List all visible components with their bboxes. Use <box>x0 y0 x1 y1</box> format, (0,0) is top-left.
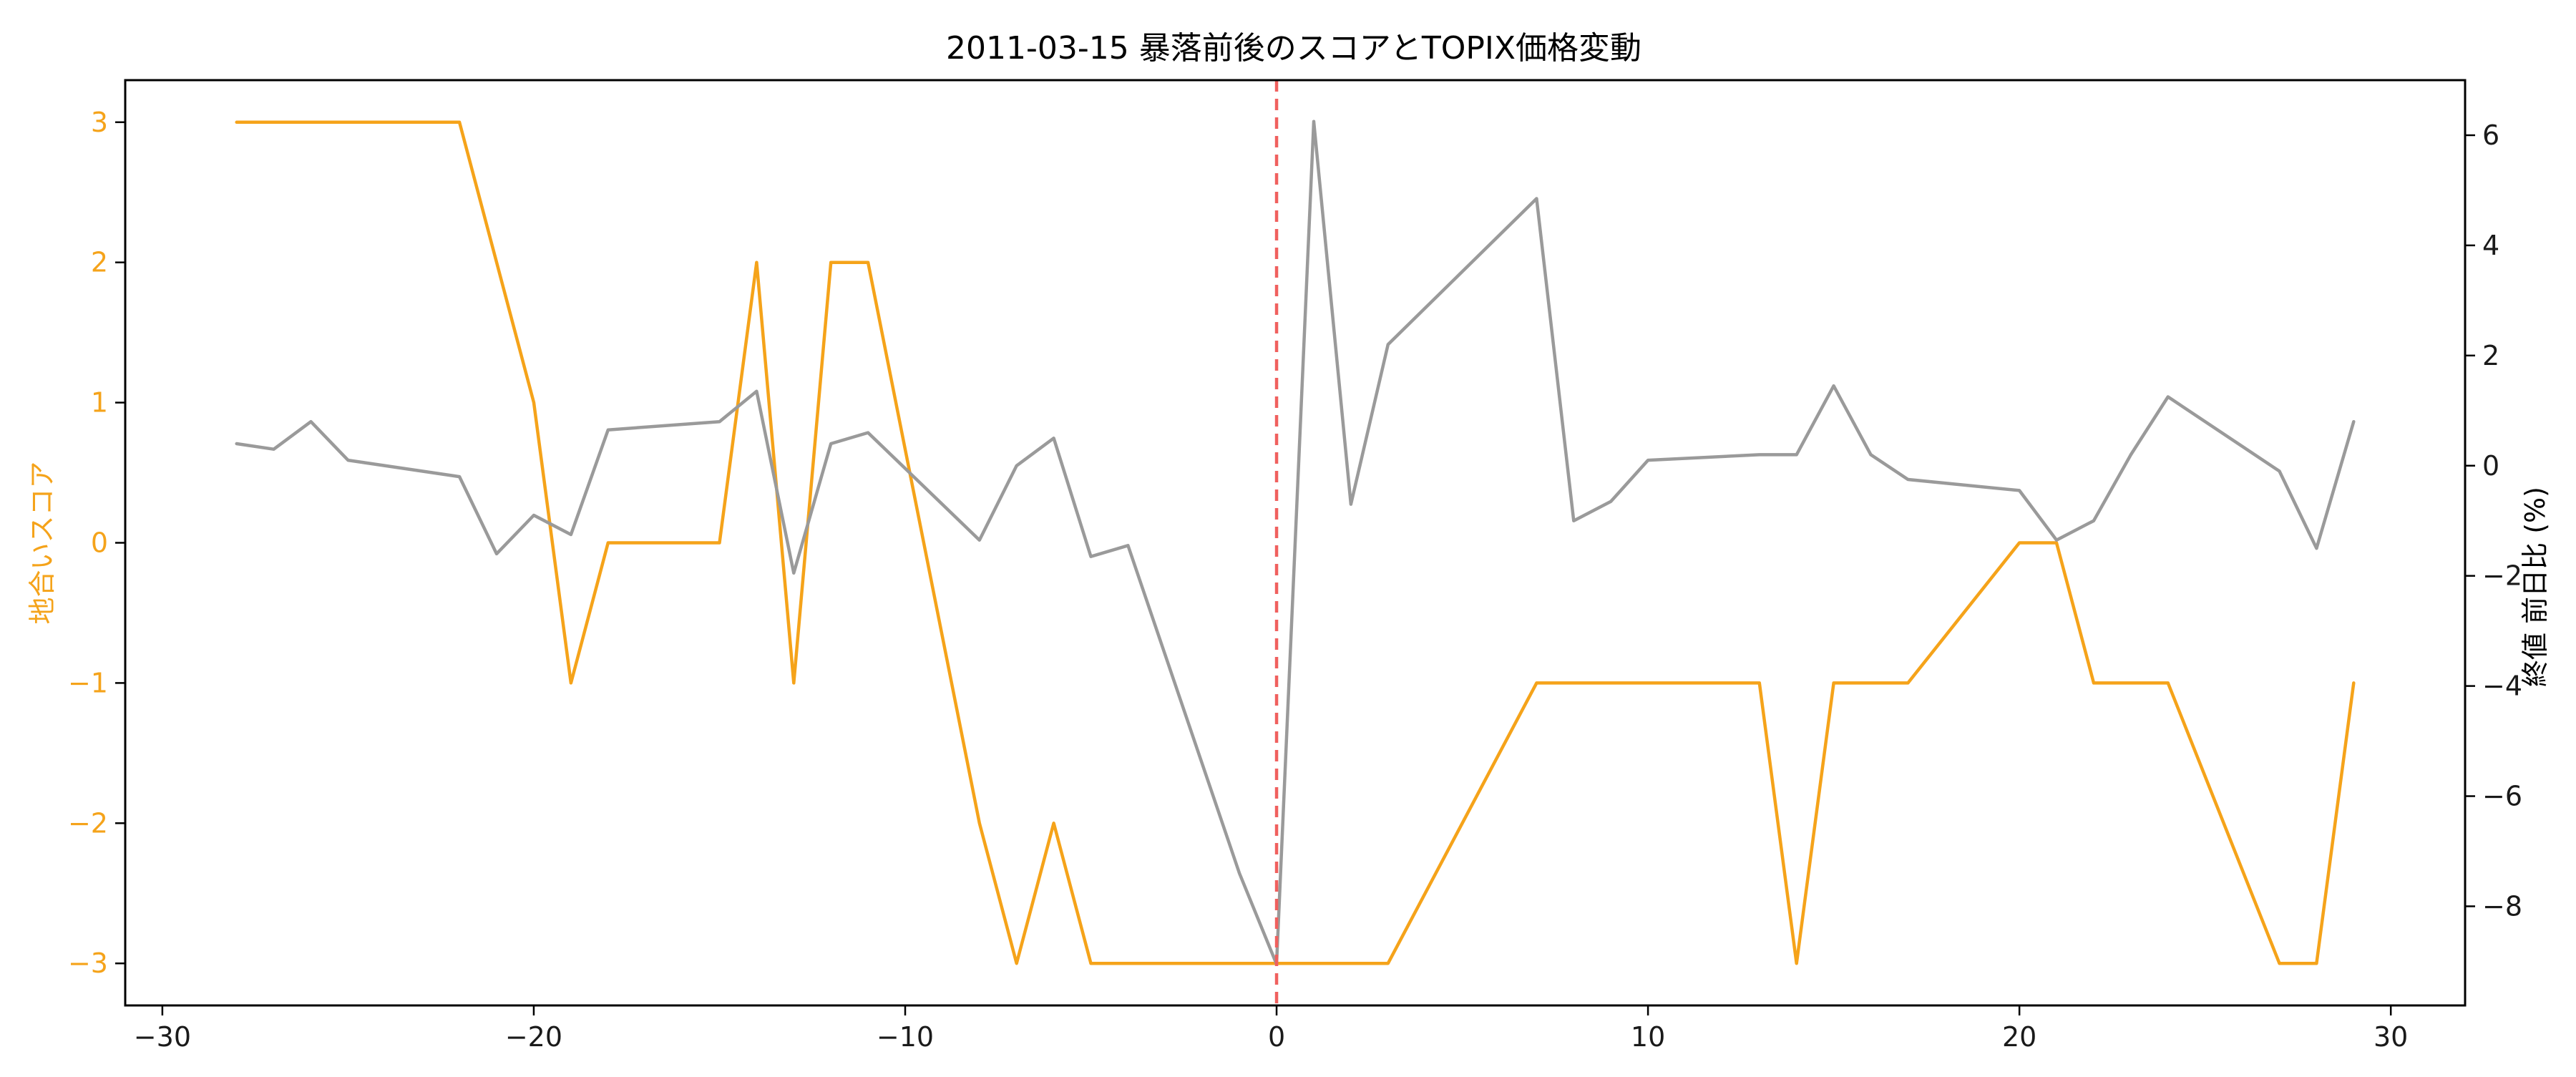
y-tick-label-left: −1 <box>68 667 108 698</box>
y-tick-label-right: −2 <box>2482 560 2522 592</box>
y-axis-label-right: 終値 前日比 (%) <box>2519 487 2551 687</box>
y-tick-label-left: 0 <box>91 527 108 559</box>
y-tick-label-left: 1 <box>91 387 108 419</box>
y-axis-label-left: 地合いスコア <box>26 461 58 624</box>
y-tick-label-right: 4 <box>2482 230 2499 261</box>
y-tick-label-left: −2 <box>68 807 108 839</box>
y-tick-label-right: −8 <box>2482 890 2522 922</box>
x-tick-label: −30 <box>134 1021 191 1053</box>
y-tick-label-left: 3 <box>91 107 108 138</box>
y-tick-label-right: −4 <box>2482 671 2522 702</box>
x-tick-label: 0 <box>1268 1021 1285 1053</box>
plot-area <box>237 80 2354 1005</box>
y-tick-label-right: 2 <box>2482 340 2499 371</box>
chart-title: 2011-03-15 暴落前後のスコアとTOPIX価格変動 <box>946 30 1641 67</box>
x-tick-label: 20 <box>2002 1021 2036 1053</box>
x-tick-label: −10 <box>877 1021 934 1053</box>
y-tick-label-left: 2 <box>91 247 108 278</box>
y-tick-label-right: 0 <box>2482 450 2499 482</box>
x-tick-label: 10 <box>1631 1021 1665 1053</box>
x-tick-label: 30 <box>2373 1021 2408 1053</box>
x-tick-label: −20 <box>505 1021 562 1053</box>
y-tick-label-right: 6 <box>2482 120 2499 151</box>
y-tick-label-right: −6 <box>2482 781 2522 812</box>
y-tick-label-left: −3 <box>68 947 108 979</box>
